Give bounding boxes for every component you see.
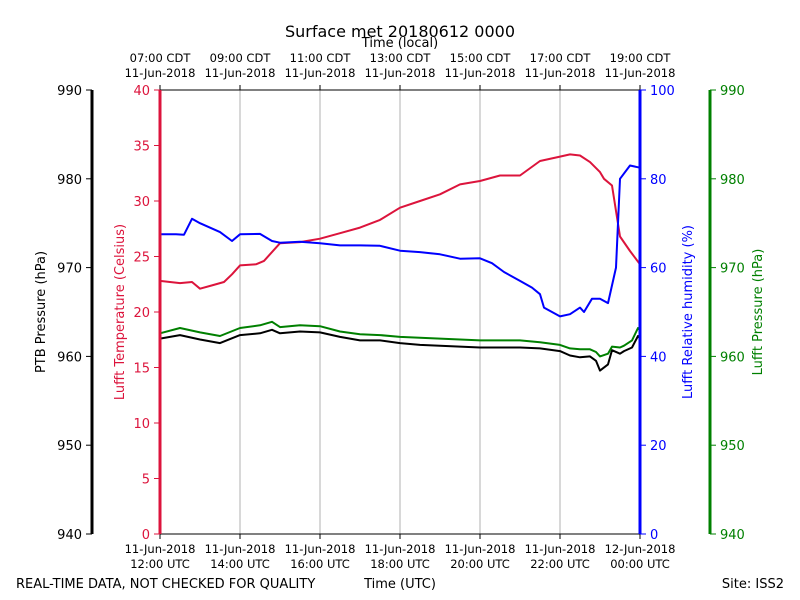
- x-tick-label-local-date: 11-Jun-2018: [205, 66, 276, 80]
- y-tick-label-lufft_p: 950: [720, 439, 745, 454]
- x-tick-label-local-time: 17:00 CDT: [530, 51, 592, 65]
- y-axis-label-lufft_p: Lufft Pressure (hPa): [751, 249, 766, 376]
- x-tick-label-utc-date: 11-Jun-2018: [365, 542, 436, 556]
- y-tick-label-lufft_p: 940: [720, 528, 745, 543]
- site-label: Site: ISS2: [722, 577, 784, 592]
- x-tick-label-utc-time: 22:00 UTC: [530, 557, 590, 571]
- x-tick-label-local-date: 11-Jun-2018: [525, 66, 596, 80]
- y-tick-label-ptb: 970: [57, 262, 82, 277]
- x-tick-label-local-date: 11-Jun-2018: [125, 66, 196, 80]
- x-tick-label-local-date: 11-Jun-2018: [605, 66, 676, 80]
- x-tick-label-utc-time: 14:00 UTC: [210, 557, 270, 571]
- y-tick-label-temp: 35: [133, 140, 150, 155]
- y-tick-label-ptb: 960: [57, 350, 82, 365]
- grid: [239, 90, 561, 534]
- y-tick-label-lufft_p: 960: [720, 350, 745, 365]
- y-axis-label-rh: Lufft Relative humidity (%): [681, 225, 696, 399]
- series-line-lufft-temperature: [159, 153, 641, 290]
- y-tick-label-temp: 40: [133, 84, 150, 99]
- series-line-lufft-pressure: [159, 320, 641, 358]
- y-tick-label-temp: 15: [133, 362, 150, 377]
- y-tick-label-lufft_p: 990: [720, 84, 745, 99]
- x-tick-label-utc-time: 16:00 UTC: [290, 557, 350, 571]
- series-line-ptb-pressure: [159, 328, 641, 372]
- x-tick-label-local-time: 11:00 CDT: [290, 51, 352, 65]
- y-tick-label-lufft_p: 980: [720, 173, 745, 188]
- y-tick-label-rh: 100: [650, 84, 675, 99]
- x-tick-label-local-time: 15:00 CDT: [450, 51, 512, 65]
- y-tick-label-temp: 10: [133, 417, 150, 432]
- y-tick-label-temp: 20: [133, 306, 150, 321]
- y-tick-label-rh: 80: [650, 173, 667, 188]
- top-axis-label: Time (local): [361, 36, 438, 51]
- y-tick-label-rh: 60: [650, 262, 667, 277]
- y-tick-label-temp: 0: [142, 528, 150, 543]
- x-tick-label-local-date: 11-Jun-2018: [285, 66, 356, 80]
- x-tick-label-utc-date: 11-Jun-2018: [525, 542, 596, 556]
- x-tick-label-utc-date: 11-Jun-2018: [285, 542, 356, 556]
- x-tick-label-utc-date: 11-Jun-2018: [205, 542, 276, 556]
- x-tick-label-local-time: 19:00 CDT: [610, 51, 672, 65]
- y-tick-label-ptb: 990: [57, 84, 82, 99]
- y-axis-label-ptb: PTB Pressure (hPa): [34, 251, 49, 373]
- x-tick-label-local-date: 11-Jun-2018: [445, 66, 516, 80]
- y-tick-label-lufft_p: 970: [720, 262, 745, 277]
- x-tick-label-local-time: 07:00 CDT: [130, 51, 192, 65]
- x-tick-label-utc-time: 12:00 UTC: [130, 557, 190, 571]
- y-tick-label-rh: 0: [650, 528, 658, 543]
- x-tick-label-utc-time: 00:00 UTC: [610, 557, 670, 571]
- y-tick-label-ptb: 940: [57, 528, 82, 543]
- y-tick-label-temp: 25: [133, 251, 150, 266]
- quality-disclaimer: REAL-TIME DATA, NOT CHECKED FOR QUALITY: [16, 577, 315, 592]
- y-tick-label-ptb: 980: [57, 173, 82, 188]
- x-tick-label-local-date: 11-Jun-2018: [365, 66, 436, 80]
- x-tick-label-utc-time: 20:00 UTC: [450, 557, 510, 571]
- series-line-lufft-relative-humidity: [160, 164, 641, 318]
- x-tick-label-local-time: 09:00 CDT: [210, 51, 272, 65]
- x-tick-label-local-time: 13:00 CDT: [370, 51, 432, 65]
- chart-title: Surface met 20180612 0000: [285, 22, 515, 41]
- y-tick-label-rh: 20: [650, 439, 667, 454]
- bottom-axis-label: Time (UTC): [363, 577, 436, 592]
- y-tick-label-rh: 40: [650, 350, 667, 365]
- x-tick-label-utc-date: 11-Jun-2018: [125, 542, 196, 556]
- x-tick-label-utc-date: 11-Jun-2018: [445, 542, 516, 556]
- x-tick-label-utc-date: 12-Jun-2018: [605, 542, 676, 556]
- y-tick-label-temp: 30: [133, 195, 150, 210]
- y-tick-label-temp: 5: [142, 473, 150, 488]
- y-tick-label-ptb: 950: [57, 439, 82, 454]
- x-tick-label-utc-time: 18:00 UTC: [370, 557, 430, 571]
- series-group: [159, 153, 641, 372]
- y-axis-label-temp: Lufft Temperature (Celsius): [113, 224, 128, 400]
